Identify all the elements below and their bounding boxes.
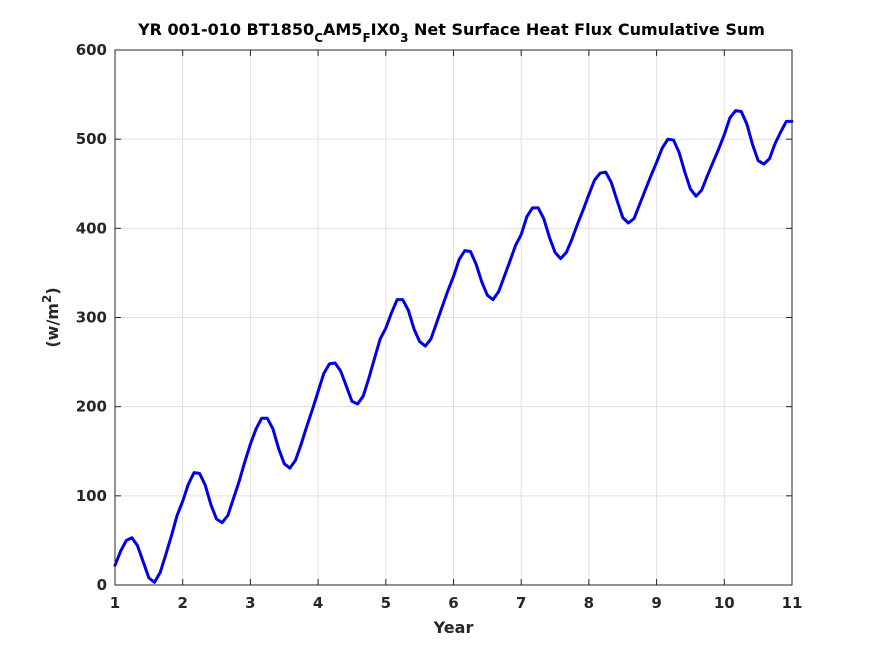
chart-title-part: Net Surface Heat Flux Cumulative Sum [408,20,765,39]
chart-title-subscript: F [362,31,370,45]
x-tick-label: 11 [782,594,803,612]
x-axis-label: Year [433,618,474,637]
y-axis-label-base: (w/m [43,303,62,348]
x-tick-label: 6 [448,594,458,612]
series-line-0 [113,109,794,584]
y-tick-label: 100 [76,487,107,505]
x-tick-label: 2 [177,594,187,612]
x-tick-label: 3 [245,594,255,612]
y-tick-label: 600 [76,41,107,59]
x-tick-label: 8 [584,594,594,612]
x-tick-label: 1 [110,594,120,612]
x-tick-label: 4 [313,594,323,612]
y-axis-label: (w/m2) [40,287,62,347]
chart-title-part: YR 001-010 BT1850 [137,20,314,39]
chart-title-subscript: C [314,31,323,45]
y-tick-label: 200 [76,398,107,416]
y-tick-label: 500 [76,130,107,148]
chart-title-part: AM5 [323,20,362,39]
grid-layer [115,50,792,585]
x-tick-label: 7 [516,594,526,612]
series-layer [113,109,794,584]
y-axis-label-end: ) [43,287,62,294]
x-tick-label: 9 [651,594,661,612]
chart-title-subscript: 3 [400,31,408,45]
label-layer: 1 2 3 4 5 6 7 8 9 10 11 0 100 200 300 400 500 600 Year (w/m… [40,41,802,637]
chart-title-part: IX0 [371,20,400,39]
tick-layer [114,49,793,586]
y-tick-label: 300 [76,309,107,327]
x-tick-label: 5 [381,594,391,612]
y-axis-label-sup: 2 [40,295,54,303]
chart-title: YR 001-010 BT1850CAM5FIX03 Net Surface H… [137,20,765,45]
x-tick-label: 10 [714,594,735,612]
y-tick-label: 0 [97,576,107,594]
y-tick-label: 400 [76,219,107,237]
